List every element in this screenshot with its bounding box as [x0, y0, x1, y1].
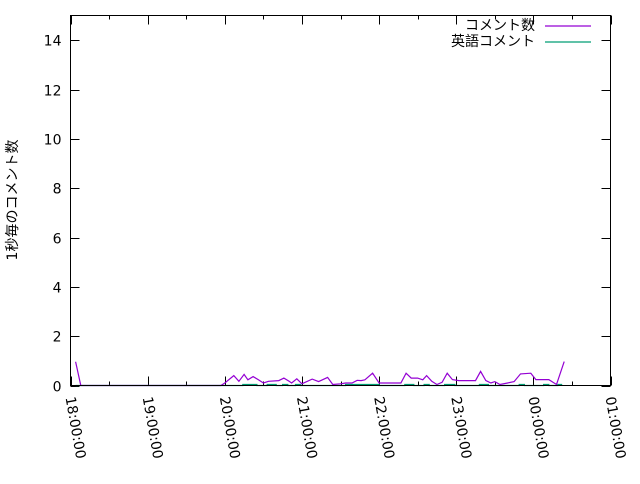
x-tick-label: 20:00:00: [216, 395, 243, 460]
legend: コメント数 英語コメント: [451, 18, 591, 50]
legend-label-comments: コメント数: [465, 18, 535, 34]
x-tick-labels: 18:00:00 19:00:00 20:00:00 21:00:00 22:00:00…: [62, 395, 629, 460]
x-tick-label: 22:00:00: [370, 395, 397, 460]
y-tick-label: 6: [53, 232, 62, 248]
y-tick-label: 4: [53, 281, 62, 297]
axis-ticks: [70, 15, 612, 387]
y-tick-label: 2: [53, 330, 62, 346]
y-tick-label: 12: [44, 84, 62, 100]
series-line-comments: [75, 361, 565, 387]
y-tick-label: 0: [53, 380, 62, 396]
y-tick-labels: 0 2 4 6 8 10 12 14: [44, 34, 62, 396]
x-tick-label: 19:00:00: [139, 395, 166, 460]
x-tick-label: 23:00:00: [447, 395, 474, 460]
x-tick-label: 00:00:00: [524, 395, 551, 460]
plot-border: [70, 15, 611, 386]
x-tick-label: 18:00:00: [62, 395, 89, 460]
x-tick-label: 21:00:00: [293, 395, 320, 460]
x-tick-label: 01:00:00: [602, 395, 629, 460]
y-axis-label: 1秒毎のコメント数: [5, 140, 21, 261]
y-tick-label: 14: [44, 34, 62, 50]
legend-label-english-comments: 英語コメント: [451, 33, 535, 50]
y-tick-label: 8: [53, 182, 62, 198]
y-tick-label: 10: [44, 133, 62, 149]
